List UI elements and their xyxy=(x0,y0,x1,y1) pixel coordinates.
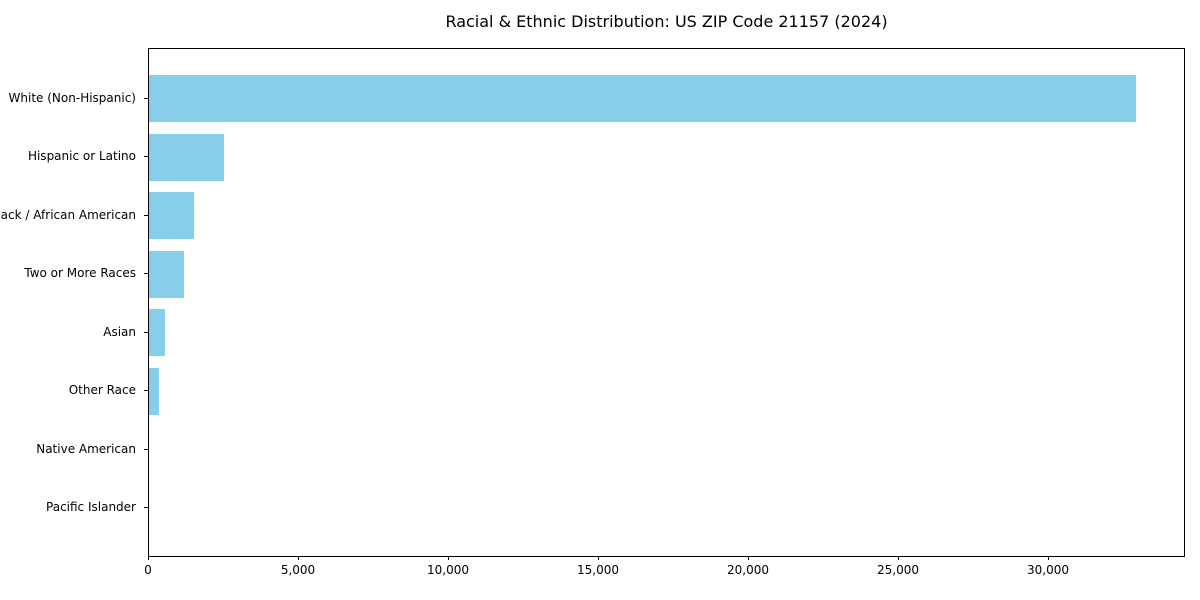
y-tick-label: Asian xyxy=(103,325,136,339)
x-tick-label: 0 xyxy=(144,563,152,577)
y-tick-label: Native American xyxy=(36,442,136,456)
y-tick-mark xyxy=(144,98,148,99)
y-tick-mark xyxy=(144,156,148,157)
x-tick-label: 10,000 xyxy=(427,563,469,577)
x-tick-mark xyxy=(298,556,299,560)
y-tick-label: Other Race xyxy=(68,383,136,397)
bar-asian xyxy=(149,309,165,356)
x-tick-mark xyxy=(1048,556,1049,560)
x-tick-mark xyxy=(598,556,599,560)
x-tick-mark xyxy=(448,556,449,560)
y-tick-mark xyxy=(144,390,148,391)
y-tick-label: Hispanic or Latino xyxy=(27,149,136,163)
bar-other-race xyxy=(149,368,159,415)
bar-hispanic-or-latino xyxy=(149,134,224,181)
y-tick-mark xyxy=(144,273,148,274)
y-tick-label: White (Non-Hispanic) xyxy=(8,91,136,105)
y-tick-label: Pacific Islander xyxy=(46,500,136,514)
x-tick-mark xyxy=(898,556,899,560)
y-tick-mark xyxy=(144,332,148,333)
y-tick-label: Two or More Races xyxy=(24,266,136,280)
y-tick-mark xyxy=(144,215,148,216)
chart-title: Racial & Ethnic Distribution: US ZIP Cod… xyxy=(445,12,888,31)
x-tick-label: 30,000 xyxy=(1027,563,1069,577)
x-tick-label: 25,000 xyxy=(877,563,919,577)
x-tick-mark xyxy=(748,556,749,560)
x-tick-label: 20,000 xyxy=(727,563,769,577)
y-tick-label: Black / African American xyxy=(0,208,136,222)
bar-white-non-hispanic xyxy=(149,75,1136,122)
y-tick-mark xyxy=(144,507,148,508)
bar-black-african-american xyxy=(149,192,194,239)
x-tick-mark xyxy=(148,556,149,560)
y-tick-mark xyxy=(144,449,148,450)
plot-area xyxy=(148,48,1185,557)
bar-two-or-more-races xyxy=(149,251,184,298)
x-tick-label: 5,000 xyxy=(280,563,316,577)
x-tick-label: 15,000 xyxy=(577,563,619,577)
